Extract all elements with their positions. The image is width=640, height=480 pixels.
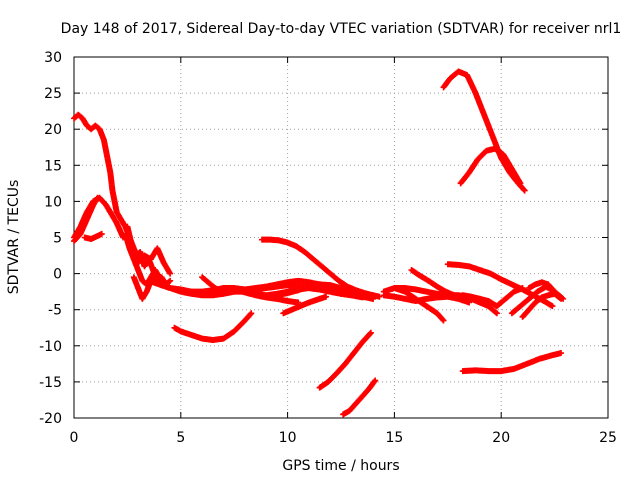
data-point bbox=[550, 287, 557, 294]
chart-title: Day 148 of 2017, Sidereal Day-to-day VTE… bbox=[61, 21, 622, 37]
data-point bbox=[323, 293, 330, 300]
data-point bbox=[551, 288, 558, 295]
data-point bbox=[370, 295, 377, 302]
data-point bbox=[558, 295, 565, 302]
x-tick-label: 0 bbox=[70, 430, 79, 446]
y-tick-label: -15 bbox=[39, 375, 62, 391]
series-arc-27 bbox=[525, 279, 558, 295]
data-point bbox=[166, 278, 173, 285]
data-point bbox=[549, 303, 556, 310]
x-tick-label: 5 bbox=[176, 430, 185, 446]
series-arc-4 bbox=[81, 230, 105, 242]
series-arc-30 bbox=[459, 350, 565, 375]
series-arc-13 bbox=[171, 310, 255, 344]
grid bbox=[74, 57, 608, 418]
y-tick-label: 25 bbox=[44, 86, 62, 102]
data-point bbox=[248, 310, 255, 317]
series-arc-29 bbox=[457, 145, 524, 187]
data-point bbox=[98, 230, 105, 237]
data-point bbox=[167, 277, 174, 284]
series-arc-3 bbox=[71, 194, 101, 245]
data-point bbox=[517, 180, 524, 187]
data-point bbox=[167, 270, 174, 277]
data-point bbox=[367, 330, 374, 337]
data-point bbox=[556, 295, 563, 302]
y-axis-label: SDTVAR / TECUs bbox=[6, 180, 22, 295]
data-point bbox=[558, 350, 565, 357]
data-point bbox=[372, 377, 379, 384]
y-tick-label: 5 bbox=[53, 231, 62, 247]
series-arc-17 bbox=[316, 329, 374, 391]
series-arc-12 bbox=[231, 286, 302, 306]
data-point bbox=[492, 309, 499, 316]
series-arc-22 bbox=[408, 266, 500, 317]
y-tick-label: 10 bbox=[44, 194, 62, 210]
data-point bbox=[94, 194, 101, 201]
series-arc-7 bbox=[130, 270, 163, 302]
y-tick-label: 30 bbox=[44, 50, 62, 66]
x-axis-label: GPS time / hours bbox=[282, 458, 399, 474]
series-arc-26 bbox=[519, 290, 565, 320]
plot-area bbox=[71, 68, 567, 418]
x-tick-label: 15 bbox=[385, 430, 403, 446]
axis-ticks bbox=[73, 56, 609, 419]
data-point bbox=[439, 316, 446, 323]
series-arc-8 bbox=[135, 245, 174, 277]
data-point bbox=[520, 186, 527, 193]
x-tick-label: 20 bbox=[492, 430, 510, 446]
y-tick-label: 15 bbox=[44, 158, 62, 174]
x-tick-label: 25 bbox=[599, 430, 617, 446]
series-arc-15 bbox=[273, 281, 377, 302]
data-point bbox=[247, 311, 254, 318]
y-tick-label: -20 bbox=[39, 411, 62, 427]
series-arc-24 bbox=[459, 285, 526, 310]
tick-labels: 0 5 10 15 20 25 -20 -15 -10 -5 0 5 10 15 20 25 30 bbox=[39, 50, 617, 446]
x-tick-label: 10 bbox=[279, 430, 297, 446]
data-point bbox=[519, 285, 526, 292]
y-tick-label: 20 bbox=[44, 122, 62, 138]
y-tick-label: -10 bbox=[39, 339, 62, 355]
data-point bbox=[367, 329, 374, 336]
series-arc-16 bbox=[280, 293, 330, 317]
data-point bbox=[371, 378, 378, 385]
series-arc-21 bbox=[391, 285, 447, 324]
data-point bbox=[493, 310, 500, 317]
series-arc-18 bbox=[340, 377, 379, 418]
data-point bbox=[376, 293, 383, 300]
y-tick-label: -5 bbox=[48, 303, 62, 319]
data-point bbox=[440, 317, 447, 324]
data-point bbox=[521, 187, 528, 194]
y-tick-label: 0 bbox=[53, 267, 62, 283]
